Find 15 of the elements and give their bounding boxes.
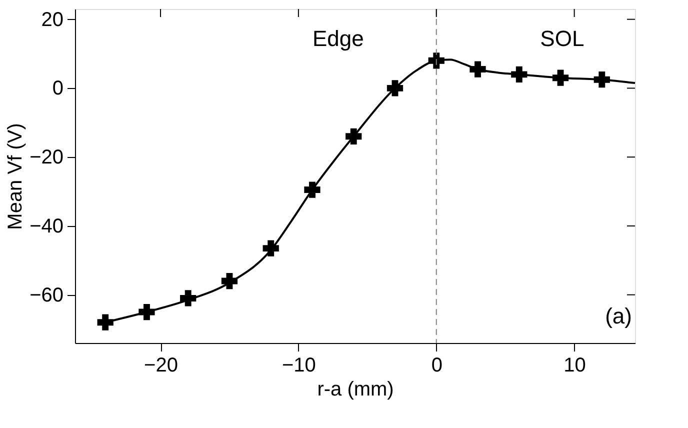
annotation: SOL — [540, 26, 584, 52]
y-tick-label: −40 — [30, 215, 64, 238]
y-axis-title: Mean Vf (V) — [4, 123, 27, 230]
x-tick-label: −20 — [144, 354, 178, 376]
y-tick-label: 0 — [52, 78, 64, 100]
point — [304, 182, 320, 198]
y-tick-label: −60 — [30, 284, 64, 306]
x-tick-label: 10 — [564, 354, 586, 376]
y-tick-label: 20 — [41, 8, 64, 31]
x-tick-label: −10 — [282, 354, 316, 376]
annotation: (a) — [605, 303, 632, 328]
x-axis-title: r-a (mm) — [317, 378, 394, 400]
annotation: Edge — [312, 26, 364, 52]
x-tick-label: 0 — [431, 354, 442, 376]
y-tick-label: −20 — [30, 146, 64, 169]
